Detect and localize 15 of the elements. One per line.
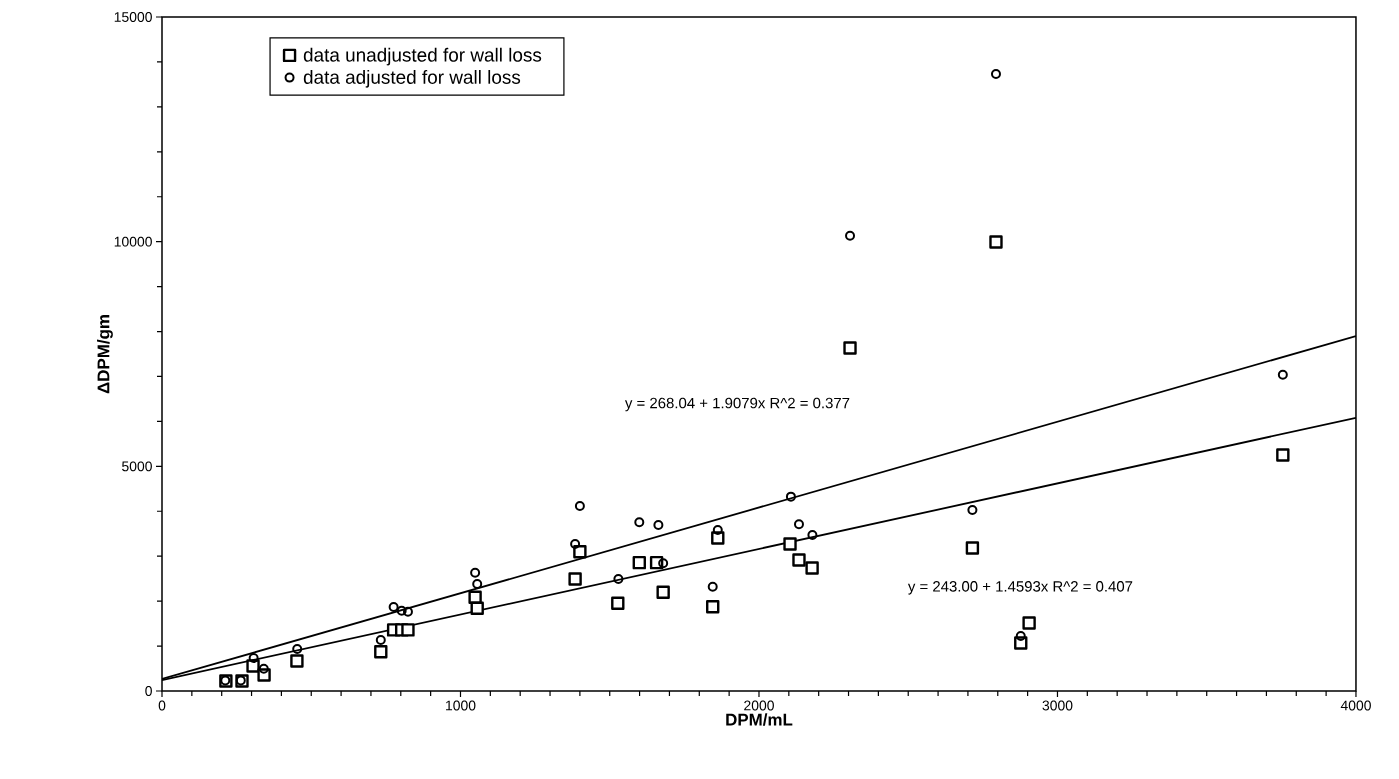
x-axis-title: DPM/mL (726, 713, 793, 726)
x-tick-label: 2000 (744, 700, 774, 711)
y-tick-label: 10000 (114, 236, 152, 247)
annotation: y = 268.04 + 1.9079x R^2 = 0.377 (624, 397, 850, 412)
y-tick-label: 15000 (114, 12, 152, 22)
y-axis-title: ΔDPM/gm (97, 315, 113, 394)
y-tick-label: 5000 (122, 461, 152, 472)
legend-label: data unadjusted for wall loss (303, 47, 542, 66)
x-tick-label: 0 (158, 700, 166, 711)
x-tick-label: 1000 (446, 700, 476, 711)
x-tick-label: 3000 (1042, 700, 1073, 711)
legend-label: data adjusted for wall loss (303, 70, 521, 88)
y-tick-label: 0 (145, 686, 152, 696)
annotation: y = 243.00 + 1.4593x R^2 = 0.407 (907, 581, 1133, 595)
x-tick-label: 4000 (1340, 700, 1371, 711)
